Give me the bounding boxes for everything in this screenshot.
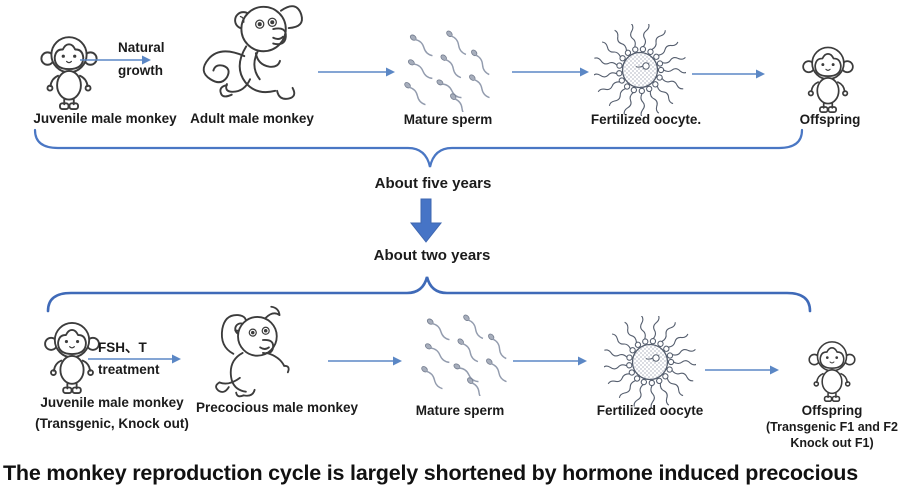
induced-duration-label: About two years [373, 247, 491, 264]
mature-sperm-label: Mature sperm [415, 403, 505, 418]
precocious-monkey-icon [215, 305, 290, 398]
figure-caption: The monkey reproduction cycle is largely… [3, 461, 858, 485]
flow-arrow-icon [318, 67, 395, 77]
flow-arrow-icon [692, 69, 765, 79]
timeline-down-arrow-icon [409, 198, 443, 243]
flow-arrow-icon [328, 356, 402, 366]
juvenile-transgenic-monkey-sublabel: (Transgenic, Knock out) [35, 416, 189, 431]
adult-monkey-icon [202, 5, 303, 100]
juvenile-transgenic-monkey-label: Juvenile male monkey [40, 395, 184, 410]
offspring-monkey-icon [808, 341, 856, 402]
juvenile-monkey-label: Juvenile male monkey [33, 111, 177, 126]
offspring-label: Offspring [799, 112, 861, 127]
flow-arrow-icon [705, 365, 779, 375]
natural-growth-label: Natural growth [118, 40, 165, 78]
juvenile-transgenic-monkey-icon [44, 322, 100, 394]
offspring-sublabel-line1: (Transgenic F1 and F2 [766, 420, 898, 434]
fertilized-oocyte-label: Fertilized oocyte. [590, 112, 702, 127]
induced-cycle-brace [46, 276, 812, 313]
fertilized-oocyte-label: Fertilized oocyte [596, 403, 704, 418]
natural-duration-label: About five years [374, 175, 492, 192]
fsh-t-treatment-arrow-icon [88, 354, 181, 364]
mature-sperm-icon [418, 312, 512, 396]
offspring-monkey-icon [802, 46, 854, 113]
adult-monkey-label: Adult male monkey [190, 111, 314, 126]
fertilized-oocyte-icon [594, 24, 686, 116]
natural-growth-arrow-icon [80, 55, 151, 65]
fsh-t-treatment-label: FSH、T treatment [98, 340, 160, 377]
flow-arrow-icon [513, 356, 587, 366]
natural-cycle-brace [33, 128, 804, 168]
juvenile-monkey-icon [40, 36, 98, 110]
fertilized-oocyte-icon [604, 316, 696, 408]
mature-sperm-icon [401, 28, 495, 112]
flow-arrow-icon [512, 67, 589, 77]
offspring-sublabel-line2: Knock out F1) [790, 436, 874, 450]
precocious-monkey-label: Precocious male monkey [195, 400, 359, 415]
offspring-label: Offspring [801, 403, 863, 418]
mature-sperm-label: Mature sperm [403, 112, 493, 127]
